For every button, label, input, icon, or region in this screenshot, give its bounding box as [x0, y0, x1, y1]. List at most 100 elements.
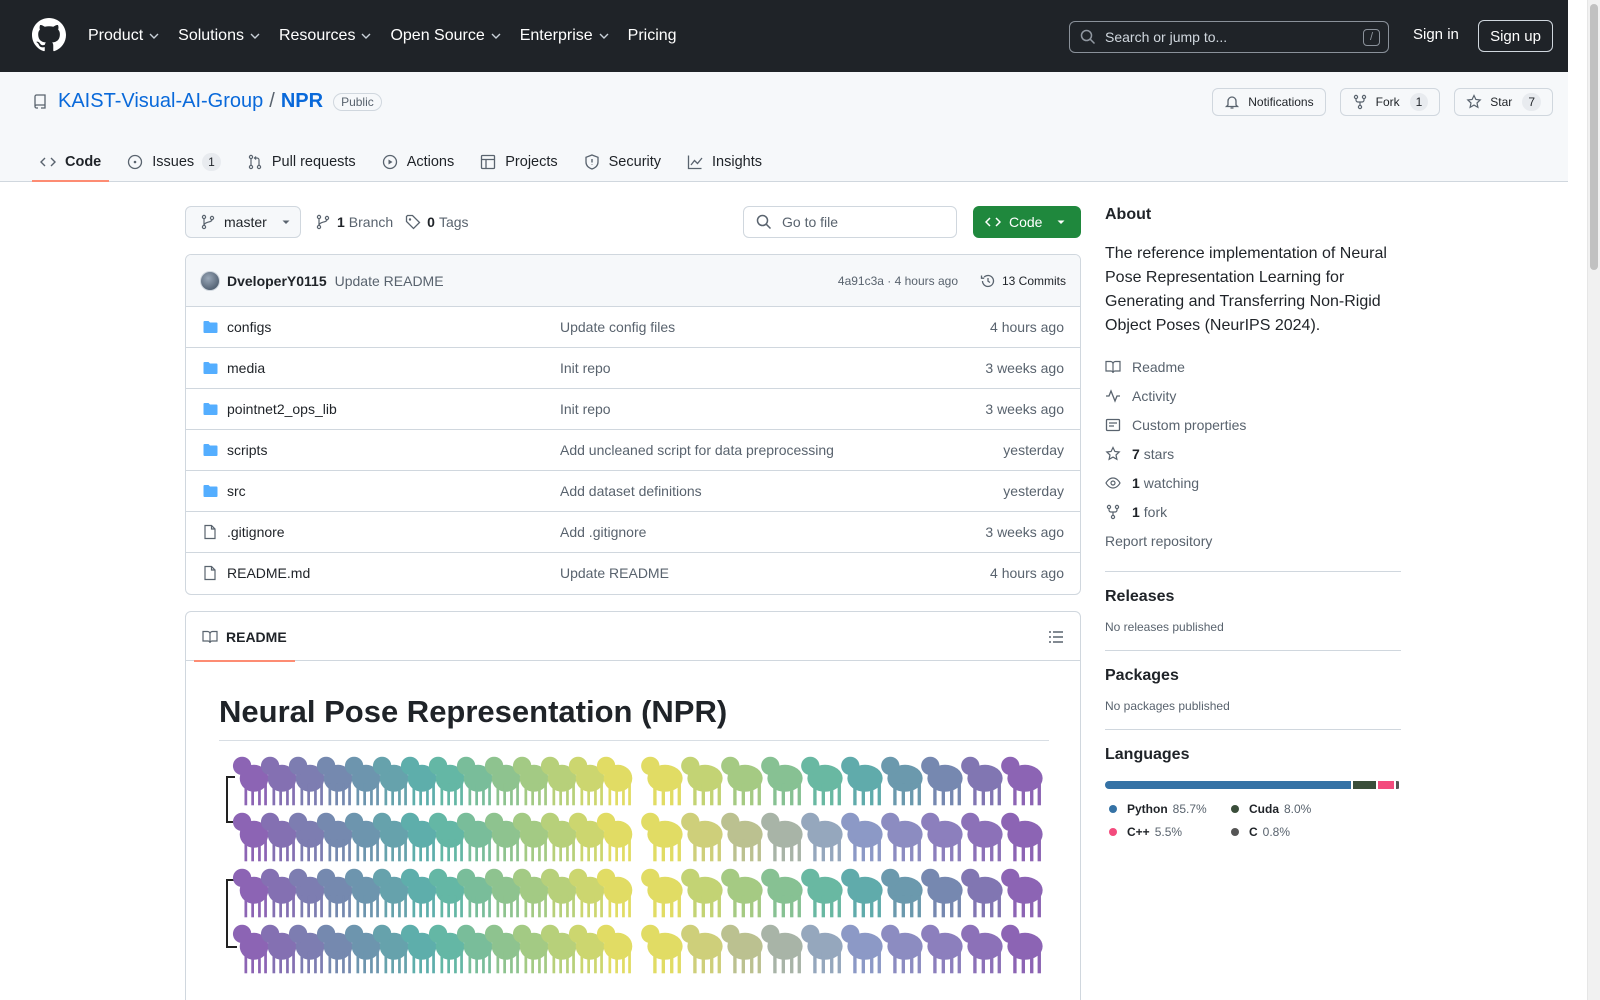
- animal-shape: [428, 924, 465, 974]
- scrollbar-thumb[interactable]: [1590, 4, 1598, 270]
- file-commit-message-link[interactable]: Init repo: [560, 401, 611, 417]
- file-name-link[interactable]: src: [227, 483, 246, 499]
- readme-link[interactable]: Readme: [1105, 352, 1401, 381]
- tags-link[interactable]: 0 Tags: [405, 214, 469, 230]
- animal-shape: [721, 756, 763, 806]
- file-commit-message-link[interactable]: Update README: [560, 565, 669, 581]
- activity-link[interactable]: Activity: [1105, 381, 1401, 410]
- scrollbar[interactable]: [1587, 0, 1600, 1000]
- nav-solutions-label: Solutions: [178, 27, 244, 44]
- animal-shape: [400, 756, 437, 806]
- animal-shape: [641, 924, 683, 974]
- file-commit-message-link[interactable]: Update config files: [560, 319, 676, 335]
- file-table: DveloperY0115 Update README 4a91c3a · 4 …: [185, 254, 1081, 595]
- language-dot: [1231, 827, 1239, 836]
- readme-box: README Neural Pose Representation (NPR): [185, 611, 1081, 1000]
- branches-link[interactable]: 1 Branch: [315, 214, 393, 230]
- commit-author-link[interactable]: DveloperY0115: [227, 272, 327, 289]
- fork-button[interactable]: Fork 1: [1339, 88, 1441, 116]
- go-to-file-input[interactable]: Go to file: [743, 206, 957, 238]
- branch-select-button[interactable]: master: [185, 206, 301, 238]
- language-dot: [1109, 804, 1117, 813]
- nav-resources[interactable]: Resources: [279, 24, 372, 48]
- branch-name: master: [224, 214, 267, 230]
- code-dropdown-button[interactable]: Code: [973, 206, 1081, 238]
- file-commit-message-link[interactable]: Add .gitignore: [560, 524, 647, 540]
- releases-heading[interactable]: Releases: [1105, 588, 1175, 605]
- animal-shape: [288, 812, 325, 862]
- eye-icon: [1105, 476, 1121, 489]
- repo-name-link[interactable]: NPR: [280, 90, 324, 112]
- tab-actions[interactable]: Actions: [374, 142, 463, 182]
- language-item[interactable]: C 0.8%: [1227, 820, 1349, 843]
- animal-shape: [681, 756, 723, 806]
- star-button[interactable]: Star 7: [1454, 88, 1553, 116]
- sign-in-link[interactable]: Sign in: [1413, 26, 1459, 43]
- stars-link[interactable]: 7 stars: [1105, 439, 1401, 468]
- fork-count-side: 1: [1132, 503, 1140, 520]
- chevron-down-icon: [250, 33, 260, 39]
- tab-projects[interactable]: Projects: [472, 142, 565, 182]
- animal-shape: [681, 924, 723, 974]
- file-name-link[interactable]: configs: [227, 319, 272, 335]
- sign-up-button[interactable]: Sign up: [1478, 20, 1553, 52]
- animal-shape: [344, 812, 381, 862]
- watching-link[interactable]: 1 watching: [1105, 468, 1401, 497]
- language-dot: [1231, 804, 1239, 813]
- tab-insights[interactable]: Insights: [679, 142, 770, 182]
- custom-properties-link[interactable]: Custom properties: [1105, 410, 1401, 439]
- animal-shape: [961, 868, 1003, 918]
- forks-link[interactable]: 1 fork: [1105, 497, 1401, 526]
- animal-shape: [316, 756, 353, 806]
- tab-pull-requests[interactable]: Pull requests: [239, 142, 364, 182]
- branch-count: 1: [337, 214, 345, 230]
- animal-shape: [568, 924, 605, 974]
- file-name-link[interactable]: .gitignore: [227, 524, 285, 540]
- animal-shape: [512, 924, 549, 974]
- file-name-link[interactable]: pointnet2_ops_lib: [227, 401, 337, 417]
- bracket-arrow: [226, 879, 237, 948]
- notifications-button[interactable]: Notifications: [1212, 88, 1326, 116]
- language-bar-segment: [1353, 781, 1377, 789]
- file-name-link[interactable]: media: [227, 360, 266, 376]
- issue-icon: [128, 154, 143, 170]
- language-item[interactable]: C++ 5.5%: [1105, 820, 1227, 843]
- file-name-link[interactable]: scripts: [227, 442, 268, 458]
- readme-tab[interactable]: README: [194, 612, 295, 662]
- commits-link[interactable]: 13 Commits: [980, 273, 1066, 289]
- tab-insights-label: Insights: [712, 154, 763, 170]
- language-list: Python 85.7% Cuda 8.0% C++ 5.5% C 0.8%: [1105, 797, 1401, 843]
- github-logo-icon[interactable]: [32, 18, 66, 52]
- list-outline-icon[interactable]: [1048, 629, 1064, 645]
- animal-shape: [260, 812, 297, 862]
- file-commit-message-link[interactable]: Add uncleaned script for data preprocess…: [560, 442, 834, 458]
- avatar[interactable]: [200, 270, 220, 291]
- repo-owner-link[interactable]: KAIST-Visual-AI-Group: [58, 90, 264, 112]
- report-repository-link[interactable]: Report repository: [1105, 532, 1213, 549]
- file-type-icon: [202, 401, 219, 417]
- nav-resources-label: Resources: [278, 27, 356, 44]
- search-input[interactable]: Search or jump to... /: [1069, 21, 1389, 53]
- animal-shape: [721, 924, 763, 974]
- tab-security[interactable]: Security: [576, 142, 669, 182]
- language-item[interactable]: Python 85.7%: [1105, 797, 1227, 820]
- animal-shape: [456, 812, 493, 862]
- file-commit-message-link[interactable]: Add dataset definitions: [560, 483, 702, 499]
- nav-open-source[interactable]: Open Source: [390, 24, 501, 48]
- animal-shape: [761, 924, 803, 974]
- packages-heading[interactable]: Packages: [1105, 667, 1179, 684]
- nav-solutions[interactable]: Solutions: [178, 24, 261, 48]
- file-commit-message-link[interactable]: Init repo: [560, 360, 611, 376]
- tab-code[interactable]: Code: [32, 142, 110, 182]
- file-name-link[interactable]: README.md: [227, 565, 311, 581]
- animal-shape: [921, 812, 963, 862]
- tab-issues[interactable]: Issues 1: [119, 142, 229, 182]
- bracket-arrow: [226, 776, 237, 823]
- commit-hash-time[interactable]: 4a91c3a · 4 hours ago: [837, 274, 958, 288]
- language-item[interactable]: Cuda 8.0%: [1227, 797, 1349, 820]
- nav-pricing[interactable]: Pricing: [628, 24, 677, 48]
- nav-product[interactable]: Product: [88, 24, 160, 48]
- commit-message-link[interactable]: Update README: [334, 272, 444, 289]
- nav-enterprise[interactable]: Enterprise: [520, 24, 610, 48]
- history-icon: [980, 274, 995, 288]
